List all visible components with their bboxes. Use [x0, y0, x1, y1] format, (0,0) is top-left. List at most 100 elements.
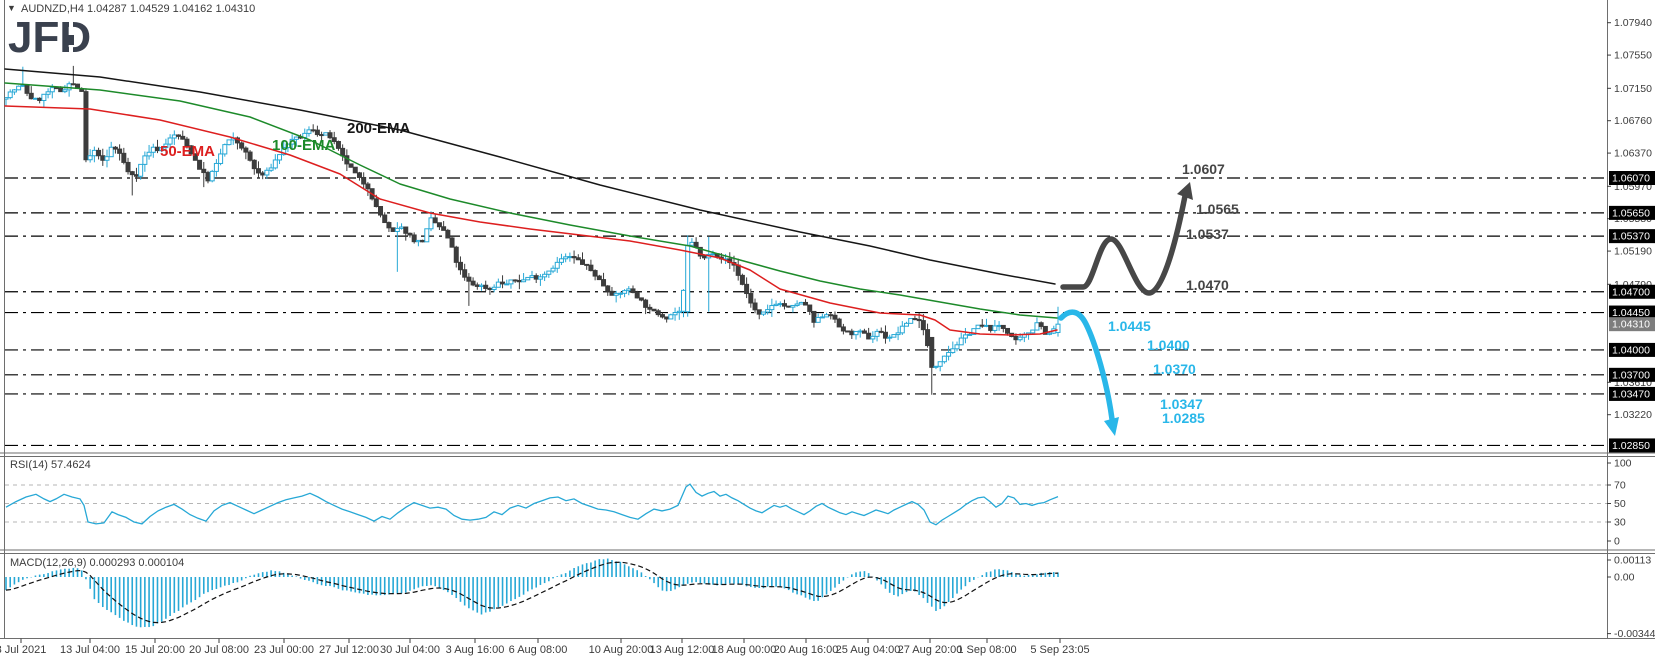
- bear-candle: [192, 153, 198, 161]
- price-badge: [1609, 438, 1655, 453]
- bull-candle: [62, 89, 68, 93]
- bull-candle: [394, 227, 400, 232]
- bull-candle: [567, 256, 573, 259]
- bear-candle: [356, 172, 362, 178]
- date-label: 20 Aug 16:00: [774, 644, 839, 656]
- bear-candle: [579, 259, 585, 265]
- bull-candle: [209, 170, 215, 182]
- bull-candle: [550, 267, 556, 272]
- bear-candle: [849, 330, 855, 336]
- bear-candle: [592, 270, 598, 277]
- bull-candle: [672, 312, 678, 316]
- price-badge: [1609, 284, 1655, 299]
- bear-candle: [247, 151, 253, 161]
- support-level-label: 1.0347: [1160, 396, 1203, 412]
- bull-candle: [495, 281, 501, 288]
- price-badge-label: 1.03470: [1612, 388, 1650, 400]
- bull-candle: [66, 83, 72, 91]
- bear-candle: [836, 318, 842, 328]
- bull-candle: [710, 253, 716, 256]
- price-badge: [1609, 386, 1655, 401]
- bull-candle: [428, 217, 434, 230]
- bear-candle: [807, 304, 813, 312]
- bear-candle: [1005, 327, 1011, 334]
- date-label: 5 Sep 23:05: [1030, 644, 1089, 656]
- bull-candle: [108, 146, 114, 158]
- bull-candle: [983, 324, 989, 327]
- price-badge: [1609, 229, 1655, 244]
- bear-candle: [744, 283, 750, 295]
- bear-candle: [373, 198, 379, 208]
- bull-candle: [689, 241, 695, 246]
- bull-candle: [992, 325, 998, 331]
- bear-candle: [180, 135, 186, 140]
- symbol-dropdown-icon[interactable]: ▼: [7, 3, 16, 13]
- bear-candle: [929, 336, 935, 368]
- bear-candle: [752, 302, 758, 311]
- bear-candle: [457, 261, 463, 271]
- bull-candle: [5, 97, 9, 100]
- support-level-label: 1.0445: [1108, 318, 1151, 334]
- bear-candle: [100, 155, 106, 161]
- price-badge-label: 1.06070: [1612, 173, 1650, 185]
- macd-signal-line: [5, 561, 1059, 624]
- bear-candle: [260, 172, 266, 176]
- price-badge-label: 1.05370: [1612, 231, 1650, 243]
- bear-candle: [365, 183, 371, 190]
- price-axis-label: 1.07150: [1614, 83, 1652, 95]
- bearish-arrowhead-icon: [1104, 417, 1119, 436]
- bull-candle: [975, 324, 981, 330]
- bull-candle: [87, 155, 93, 161]
- bull-candle: [7, 91, 13, 99]
- price-axis-label: 1.06760: [1614, 115, 1652, 127]
- bull-candle: [521, 279, 527, 283]
- bullish-arrowhead-icon: [1177, 182, 1193, 200]
- bear-candle: [634, 292, 640, 299]
- candles-layer[interactable]: [4, 65, 1061, 395]
- bull-candle: [11, 89, 17, 93]
- bear-candle: [96, 149, 102, 157]
- bull-candle: [45, 91, 51, 95]
- rsi-indicator-label: RSI(14) 57.4624: [10, 459, 91, 471]
- bear-candle: [378, 206, 384, 216]
- price-badge: [1609, 305, 1655, 320]
- bear-candle: [352, 166, 358, 174]
- bull-candle: [622, 290, 628, 294]
- bear-candle: [58, 87, 64, 93]
- bear-candle: [916, 318, 922, 322]
- bear-candle: [500, 281, 506, 285]
- bear-candle: [129, 171, 135, 176]
- rsi-layer[interactable]: [5, 483, 1059, 526]
- bear-candle: [314, 129, 320, 136]
- bull-candle: [323, 132, 329, 136]
- bear-candle: [1038, 322, 1044, 327]
- bull-candle: [504, 283, 510, 286]
- bear-candle: [255, 168, 261, 174]
- bear-candle: [117, 148, 123, 154]
- bear-candle: [571, 256, 577, 259]
- bull-candle: [558, 258, 564, 263]
- rsi-axis-label: 0: [1614, 536, 1620, 548]
- bull-candle: [289, 138, 295, 145]
- bull-candle: [685, 244, 691, 313]
- bear-candle: [1013, 335, 1019, 341]
- bear-candle: [638, 297, 644, 301]
- bull-candle: [525, 276, 531, 281]
- macd-layer[interactable]: [5, 558, 1059, 628]
- macd-axis-label: -0.003442: [1614, 628, 1655, 640]
- bear-candle: [786, 305, 792, 308]
- price-badge: [1609, 205, 1655, 220]
- bear-candle: [702, 255, 708, 259]
- bear-candle: [176, 134, 182, 137]
- bull-candle: [138, 163, 144, 177]
- date-label: 3 Aug 16:00: [446, 644, 505, 656]
- bear-candle: [28, 92, 34, 100]
- bear-candle: [832, 314, 838, 320]
- bull-candle: [537, 276, 543, 280]
- price-badge: [1609, 171, 1655, 185]
- support-level-label: 1.0370: [1153, 361, 1196, 377]
- bull-candle: [773, 303, 779, 307]
- bull-candle: [765, 309, 771, 313]
- bull-candle: [853, 330, 859, 336]
